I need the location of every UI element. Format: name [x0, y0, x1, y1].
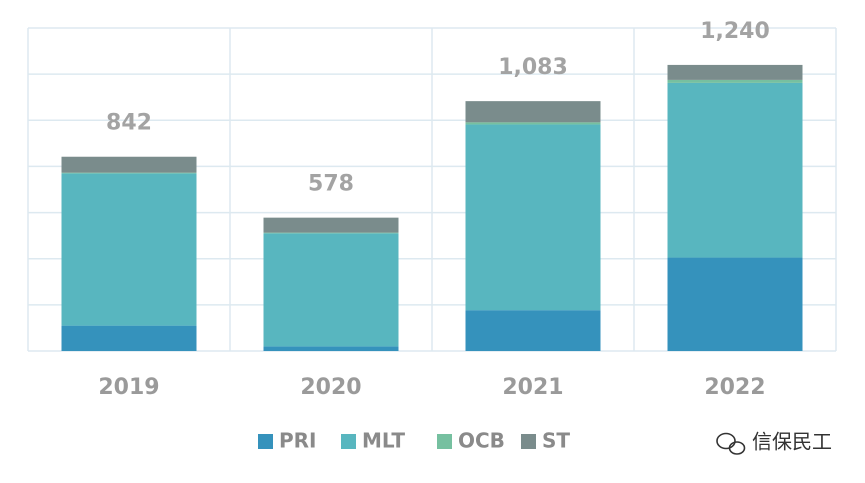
bar-segment — [465, 310, 601, 351]
bar-segment — [465, 122, 601, 125]
legend-label: OCB — [458, 429, 505, 453]
bar-segment — [667, 79, 803, 83]
total-label: 1,240 — [700, 19, 770, 44]
total-label: 842 — [106, 111, 152, 136]
x-tick-label: 2019 — [98, 375, 159, 400]
legend-label: PRI — [279, 429, 317, 453]
bar-segment — [667, 64, 803, 80]
bar-segment — [667, 82, 803, 258]
x-tick-label: 2020 — [300, 375, 361, 400]
bar-segment — [465, 101, 601, 123]
x-tick-label: 2021 — [502, 375, 563, 400]
legend-label: ST — [542, 429, 570, 453]
legend-swatch — [341, 434, 356, 449]
watermark: 信保民工 — [752, 430, 832, 454]
bar-segment — [263, 346, 399, 351]
watermark-icon — [716, 432, 746, 455]
bar-segment — [465, 124, 601, 311]
bar-segment — [61, 172, 197, 174]
bar-segment — [61, 325, 197, 351]
legend-swatch — [258, 434, 273, 449]
legend-swatch — [521, 434, 536, 449]
legend-label: MLT — [362, 429, 405, 453]
total-label: 578 — [308, 172, 354, 197]
bar-segment — [61, 173, 197, 326]
bar-segment — [263, 217, 399, 233]
bar-segment — [667, 257, 803, 351]
legend-swatch — [437, 434, 452, 449]
bar-segment — [61, 156, 197, 173]
x-tick-label: 2022 — [704, 375, 765, 400]
bar-segment — [263, 233, 399, 347]
bar-segment — [263, 232, 399, 234]
total-label: 1,083 — [498, 55, 568, 80]
